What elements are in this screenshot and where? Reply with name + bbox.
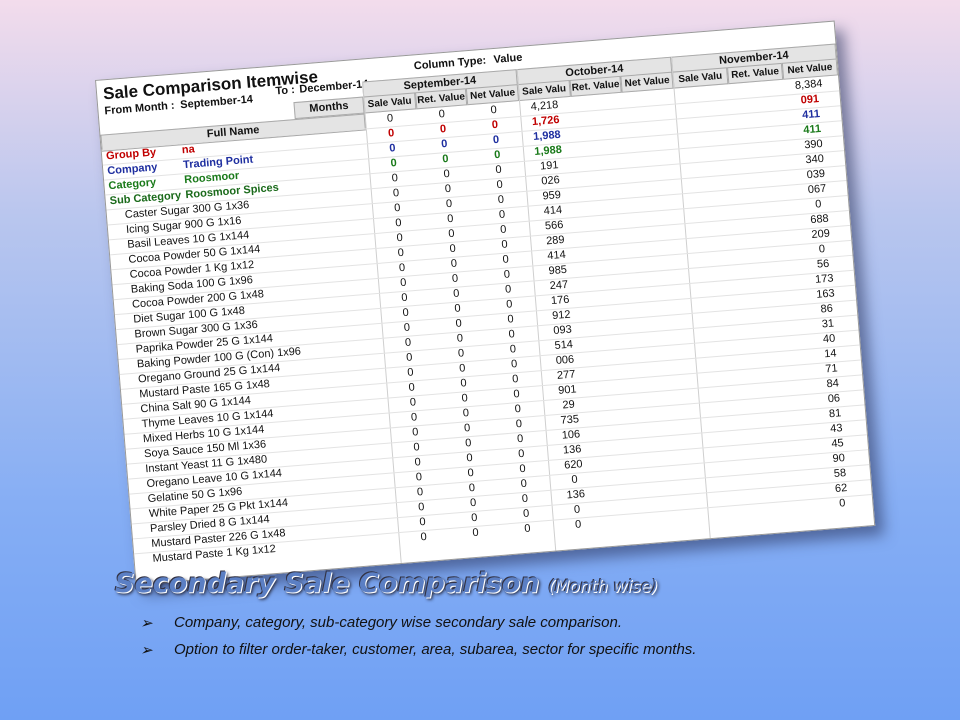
column-type-label: Column Type: [413, 54, 487, 73]
cell: 0 [838, 497, 846, 510]
cell: 0 [523, 522, 531, 535]
cell: 0 [472, 526, 480, 540]
bullet-text: Company, category, sub-category wise sec… [174, 614, 622, 631]
subcolumn-header: Ret. Value [569, 75, 623, 97]
cell: 0 [420, 530, 428, 544]
title-text: Secondary Sale Comparison [115, 568, 540, 599]
subcolumn-header: Net Value [620, 71, 674, 93]
subcolumn-header: Sale Valu [672, 67, 729, 89]
cell: 0 [574, 518, 582, 531]
subcolumn-header: Ret. Value [727, 62, 784, 85]
column-type: Value [493, 51, 523, 66]
bullet: Option to filter order-taker, customer, … [140, 641, 697, 659]
title-note: (Month wise) [548, 577, 658, 597]
report-screenshot: Sale Comparison Itemwise From Month : Sept… [95, 20, 876, 586]
bullet-text: Option to filter order-taker, customer, … [174, 641, 697, 658]
to-label: To : [275, 84, 296, 98]
slide-title: Secondary Sale Comparison (Month wise) [115, 568, 658, 599]
bullet: Company, category, sub-category wise sec… [140, 614, 622, 632]
filter-value: na [181, 143, 196, 157]
